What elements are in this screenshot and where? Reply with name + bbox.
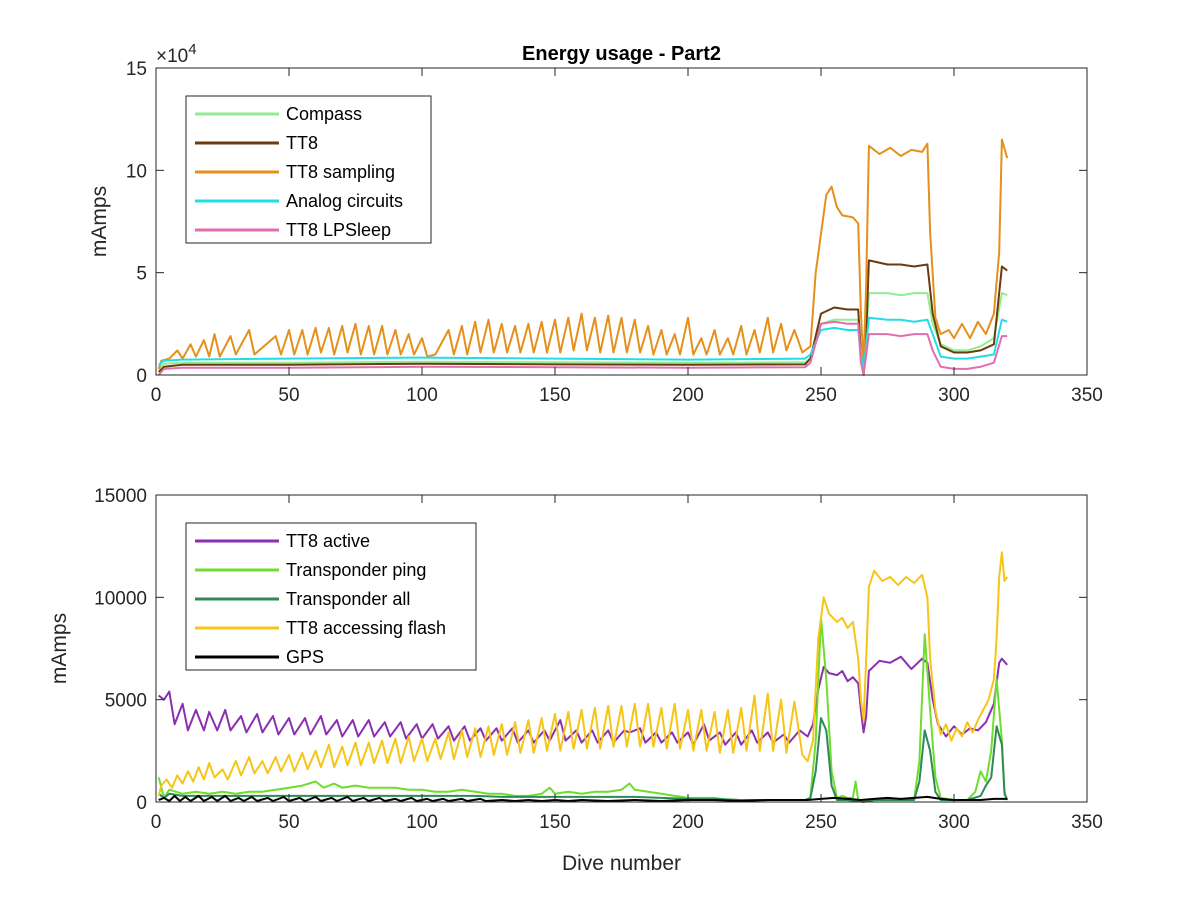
legend-label: TT8 active (286, 531, 370, 551)
x-tick-label: 100 (406, 385, 438, 406)
x-tick-label: 200 (672, 385, 704, 406)
legend-label: TT8 (286, 133, 318, 153)
x-tick-label: 200 (672, 812, 704, 833)
chart-title: Energy usage - Part2 (522, 43, 721, 65)
y-tick-label: 5 (136, 264, 147, 285)
legend-box (185, 522, 477, 671)
series-line-5 (158, 794, 1008, 802)
y-tick-label: 10 (126, 161, 147, 182)
bottom-energy-chart: 0 50 100 150 200 250 300 350 0 5000 10000 15000 mAmp… (48, 486, 1103, 875)
x-tick-label: 50 (278, 812, 299, 833)
x-axis-label: Dive number (562, 852, 681, 875)
legend-label: GPS (286, 647, 324, 667)
axes-box (155, 494, 1088, 803)
legend-label: TT8 sampling (286, 162, 395, 182)
y-tick-label: 10000 (94, 588, 147, 609)
x-tick-label: 300 (938, 812, 970, 833)
top-energy-chart: 0 50 100 150 200 250 300 350 0 5 10 15 ×104 Energy us… (88, 41, 1103, 406)
x-tick-label: 350 (1071, 385, 1103, 406)
y-exponent-label: ×104 (156, 41, 197, 67)
x-tick-label: 100 (406, 812, 438, 833)
series-line-4 (157, 551, 1009, 797)
legend-label: Transponder all (286, 589, 410, 609)
x-tick-label: 0 (151, 812, 162, 833)
x-tick-label: 150 (539, 385, 571, 406)
y-tick-label: 0 (136, 366, 147, 387)
y-tick-label: 15 (126, 59, 147, 80)
y-tick-label: 5000 (105, 691, 147, 712)
x-tick-label: 250 (805, 812, 837, 833)
legend-label: Analog circuits (286, 191, 403, 211)
x-tick-label: 250 (805, 385, 837, 406)
x-tick-label: 350 (1071, 812, 1103, 833)
y-tick-label: 15000 (94, 486, 147, 507)
y-tick-label: 0 (136, 793, 147, 814)
series-line-2 (157, 616, 1009, 803)
x-tick-label: 150 (539, 812, 571, 833)
legend-label: TT8 LPSleep (286, 220, 391, 240)
y-axis-label: mAmps (48, 613, 71, 684)
series-line-3 (157, 138, 1009, 370)
legend-label: Compass (286, 104, 362, 124)
x-tick-label: 0 (151, 385, 162, 406)
series-line-1 (158, 655, 1008, 746)
x-tick-label: 50 (278, 385, 299, 406)
x-tick-label: 300 (938, 385, 970, 406)
legend-label: Transponder ping (286, 560, 426, 580)
legend-box (185, 95, 432, 244)
legend-label: TT8 accessing flash (286, 618, 446, 638)
axes-box (155, 67, 1088, 376)
y-axis-label: mAmps (88, 186, 111, 257)
